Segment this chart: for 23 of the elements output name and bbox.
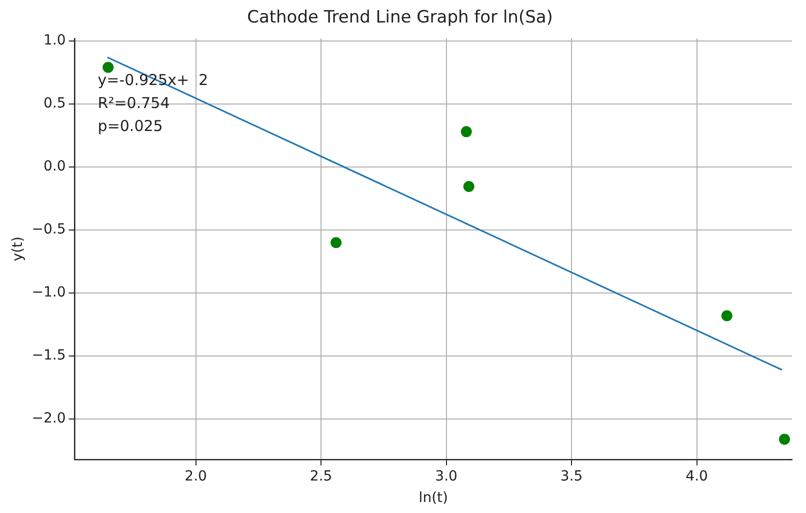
annotation: p=0.025 bbox=[98, 116, 163, 135]
point bbox=[460, 126, 472, 138]
point bbox=[102, 62, 114, 73]
x-tick-label: 4.0 bbox=[686, 468, 708, 484]
y-tick-label: −1.0 bbox=[32, 284, 66, 301]
x-tick-label: 3.5 bbox=[560, 468, 583, 484]
chart-title: Cathode Trend Line Graph for ln(Sa) bbox=[247, 8, 553, 28]
y-tick-label: 1.0 bbox=[44, 32, 66, 49]
annotation: R²=0.754 bbox=[98, 94, 170, 112]
point bbox=[778, 434, 790, 445]
x-tick-label: 2.5 bbox=[310, 468, 332, 484]
y-tick-label: −1.5 bbox=[32, 348, 66, 364]
y-tick-label: −0.5 bbox=[32, 222, 66, 238]
y-tick-label: 0.0 bbox=[44, 158, 66, 175]
point bbox=[463, 181, 474, 192]
point bbox=[330, 237, 342, 248]
x-axis-title: ln(t) bbox=[418, 490, 448, 506]
point bbox=[721, 310, 732, 322]
y-tick-label: 0.5 bbox=[44, 96, 66, 112]
y-tick-label: −2.0 bbox=[32, 410, 66, 427]
y-axis-title: y(t) bbox=[10, 236, 26, 262]
x-tick-label: 3.0 bbox=[435, 468, 458, 484]
x-tick-label: 2.0 bbox=[184, 468, 207, 484]
